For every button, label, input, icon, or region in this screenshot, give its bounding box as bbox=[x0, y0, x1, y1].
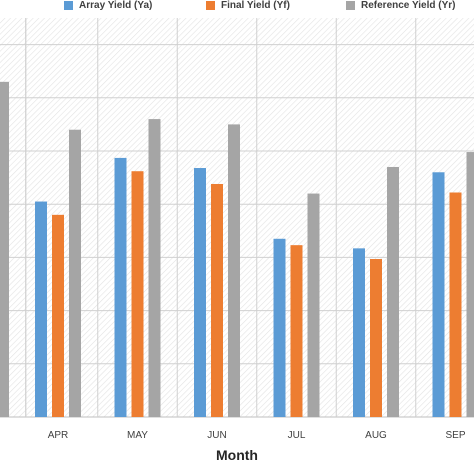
legend-label-reference-yield: Reference Yield (Yr) bbox=[361, 0, 456, 11]
bar-final-aug bbox=[370, 258, 382, 417]
bar-reference-aug bbox=[387, 166, 399, 417]
bar-final-apr bbox=[52, 214, 64, 417]
legend-item-array-yield: Array Yield (Ya) bbox=[64, 0, 152, 11]
bar-array-may bbox=[114, 157, 127, 417]
bar-array-jun bbox=[194, 168, 206, 417]
legend-item-reference-yield: Reference Yield (Yr) bbox=[346, 0, 455, 11]
bar-array-apr bbox=[35, 201, 47, 417]
x-tick-label-apr: APR bbox=[48, 430, 69, 441]
x-tick-label-sep: SEP bbox=[445, 430, 465, 441]
legend-item-final-yield: Final Yield (Yf) bbox=[206, 0, 290, 11]
bar-array-aug bbox=[353, 248, 365, 417]
bars bbox=[0, 81, 474, 418]
bar-final-may bbox=[131, 171, 144, 417]
bar-array-sep bbox=[432, 172, 445, 417]
bar-reference-jun bbox=[228, 124, 240, 418]
legend-swatch-final-yield bbox=[206, 1, 215, 10]
x-tick-label-jun: JUN bbox=[207, 430, 226, 441]
legend-swatch-reference-yield bbox=[346, 1, 355, 10]
chart-legend: Array Yield (Ya) Final Yield (Yf) Refere… bbox=[0, 0, 474, 14]
x-tick-label-aug: AUG bbox=[365, 430, 387, 441]
x-tick-label-jul: JUL bbox=[288, 430, 306, 441]
bar-reference-mar bbox=[0, 81, 9, 417]
bar-reference-may bbox=[148, 119, 161, 417]
bar-final-jul bbox=[290, 245, 303, 417]
bar-final-sep bbox=[449, 192, 462, 417]
bar-array-jul bbox=[273, 238, 286, 417]
bar-reference-jul bbox=[307, 193, 320, 417]
legend-label-final-yield: Final Yield (Yf) bbox=[221, 0, 290, 11]
x-axis-title: Month bbox=[216, 447, 258, 463]
bar-final-jun bbox=[211, 183, 223, 417]
x-tick-labels: APR MAY JUN JUL AUG SEP bbox=[48, 430, 466, 441]
legend-label-array-yield: Array Yield (Ya) bbox=[79, 0, 153, 11]
x-tick-label-may: MAY bbox=[127, 430, 148, 441]
legend-swatch-array-yield bbox=[64, 1, 73, 10]
bar-reference-apr bbox=[69, 129, 81, 417]
bar-reference-sep bbox=[466, 152, 474, 417]
